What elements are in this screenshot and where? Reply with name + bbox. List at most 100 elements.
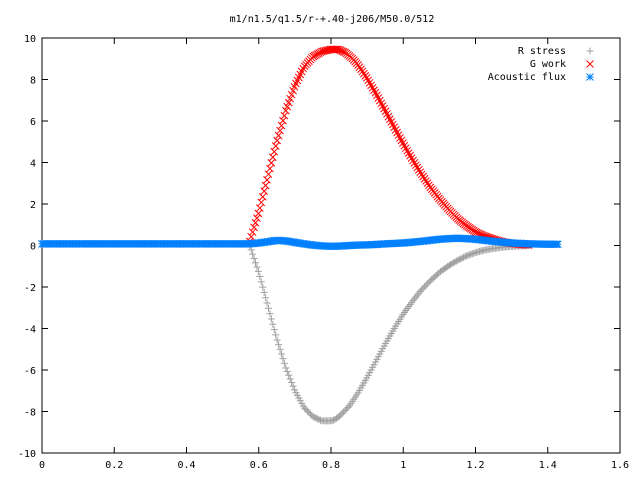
data-point (422, 177, 430, 185)
data-point (415, 289, 423, 297)
series-r-stress (246, 242, 533, 425)
data-point (457, 255, 465, 263)
data-point (274, 131, 283, 140)
data-point (282, 364, 290, 372)
data-point (361, 71, 370, 80)
data-point (465, 251, 473, 259)
data-point (272, 331, 280, 339)
data-point (270, 326, 278, 334)
y-tick-label: 8 (30, 76, 36, 87)
data-point (256, 272, 264, 280)
legend-marker (586, 47, 594, 55)
data-point (263, 299, 271, 307)
data-point (406, 151, 414, 160)
data-point (409, 156, 417, 165)
x-tick-label: 0.4 (177, 460, 195, 471)
data-point (448, 260, 456, 268)
data-point (400, 141, 409, 150)
data-point (276, 345, 284, 353)
data-point (311, 414, 319, 422)
data-point (338, 409, 346, 417)
data-point (304, 407, 312, 415)
data-point (364, 76, 373, 85)
legend-label: R stress (518, 46, 566, 57)
y-tick-label: 6 (30, 117, 36, 128)
data-point (250, 223, 258, 232)
data-point (263, 175, 271, 184)
data-point (267, 315, 275, 323)
data-point (260, 288, 268, 296)
data-point (270, 147, 279, 156)
data-point (257, 278, 265, 286)
data-point (276, 126, 284, 135)
data-point (253, 263, 261, 271)
data-point (357, 65, 365, 74)
data-point (445, 261, 453, 269)
data-point (258, 192, 267, 201)
data-point (284, 98, 293, 107)
data-point (447, 261, 455, 269)
data-point (278, 350, 286, 358)
series-g-work (245, 45, 533, 249)
data-point (404, 149, 413, 158)
data-point (260, 187, 269, 195)
data-point (403, 146, 412, 155)
data-point (422, 281, 430, 289)
data-point (299, 64, 308, 73)
data-point (332, 45, 341, 54)
data-point (249, 250, 257, 258)
chart-title: m1/n1.5/q1.5/r-+.40-j206/M50.0/512 (230, 14, 435, 25)
data-point (275, 341, 283, 349)
data-point (279, 116, 287, 125)
data-point (289, 86, 297, 95)
y-tick-label: 10 (24, 34, 36, 45)
axes: 0 0.2 0.4 0.6 0.8 1 1.2 1.4 1.6 -10 -8 -6 -4 -2 0 2 4 6 8 1… (18, 34, 629, 471)
data-point (262, 294, 270, 302)
x-tick-label: 0 (39, 460, 45, 471)
data-point (288, 379, 296, 387)
data-point (409, 297, 417, 305)
data-point (314, 415, 322, 423)
data-point (317, 416, 325, 424)
data-point (413, 163, 422, 172)
data-point (281, 106, 290, 115)
data-point (449, 259, 457, 267)
data-point (251, 218, 260, 227)
data-point (370, 86, 378, 95)
data-point (468, 250, 476, 258)
series-acoustic-flux (38, 234, 562, 251)
data-point (367, 81, 375, 90)
data-point (273, 136, 282, 145)
y-tick-label: -6 (24, 366, 36, 377)
x-tick-label: 1.2 (466, 460, 484, 471)
data-point (354, 61, 362, 69)
data-point (285, 371, 293, 379)
y-tick-label: 0 (30, 242, 36, 253)
data-point (286, 375, 294, 383)
legend-marker (586, 73, 594, 81)
data-point (268, 153, 277, 162)
data-point (362, 74, 371, 82)
data-point (470, 249, 478, 257)
data-point (251, 259, 259, 267)
data-point (315, 416, 323, 424)
data-point (259, 283, 267, 291)
data-point (417, 170, 426, 179)
plot-series (38, 45, 562, 425)
data-point (253, 214, 261, 222)
x-tick-label: 1.6 (611, 460, 629, 471)
data-point (277, 121, 286, 130)
x-tick-label: 1.4 (539, 460, 557, 471)
data-point (340, 408, 348, 416)
data-point (410, 295, 418, 303)
x-tick-label: 0.8 (322, 460, 340, 471)
data-point (467, 250, 475, 258)
data-point (287, 90, 296, 99)
data-point (401, 144, 410, 153)
data-point (279, 355, 287, 363)
data-point (419, 284, 427, 292)
data-point (407, 154, 416, 162)
data-point (343, 405, 351, 413)
data-point (416, 287, 424, 295)
